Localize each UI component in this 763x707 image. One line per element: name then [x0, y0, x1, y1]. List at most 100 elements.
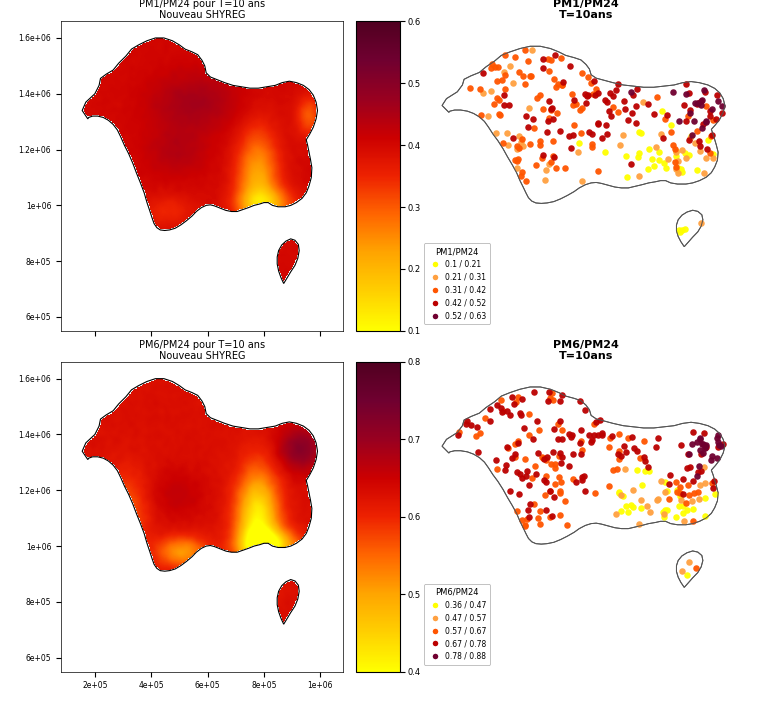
- Point: [681, 462, 693, 474]
- Point: [618, 440, 630, 451]
- Point: [530, 159, 542, 170]
- Point: [531, 416, 543, 427]
- Point: [510, 396, 523, 407]
- Point: [533, 90, 546, 101]
- Point: [546, 510, 559, 522]
- Point: [712, 441, 724, 452]
- Point: [568, 119, 580, 131]
- Point: [506, 392, 518, 403]
- Point: [562, 460, 575, 472]
- Point: [683, 448, 695, 460]
- Point: [537, 149, 549, 160]
- Point: [704, 111, 716, 122]
- Point: [691, 98, 703, 110]
- Point: [631, 83, 643, 94]
- Point: [684, 132, 697, 144]
- Point: [499, 69, 511, 81]
- Point: [575, 127, 588, 139]
- Point: [537, 103, 549, 115]
- Point: [687, 503, 700, 515]
- Point: [655, 129, 667, 140]
- Point: [530, 469, 542, 480]
- Point: [651, 92, 663, 103]
- Point: [592, 119, 604, 130]
- Point: [620, 151, 633, 162]
- Point: [546, 387, 559, 399]
- Point: [633, 151, 645, 163]
- Point: [597, 428, 609, 439]
- Point: [502, 139, 514, 151]
- Point: [587, 88, 599, 100]
- Point: [475, 109, 487, 120]
- Point: [594, 415, 606, 426]
- Point: [452, 429, 464, 440]
- Point: [578, 405, 591, 416]
- Point: [633, 519, 645, 530]
- Point: [574, 395, 586, 407]
- Point: [517, 472, 529, 484]
- Point: [592, 429, 604, 440]
- Point: [677, 501, 689, 512]
- Point: [691, 126, 703, 137]
- Point: [671, 165, 684, 176]
- Point: [511, 140, 523, 151]
- Point: [575, 436, 587, 447]
- Point: [633, 126, 645, 137]
- Point: [660, 163, 672, 174]
- Point: [564, 60, 576, 71]
- Point: [586, 141, 598, 153]
- Point: [642, 99, 655, 110]
- Point: [706, 450, 718, 462]
- Point: [522, 504, 534, 515]
- Point: [496, 74, 508, 86]
- Point: [670, 146, 682, 157]
- Point: [615, 490, 627, 501]
- Point: [561, 520, 573, 531]
- Point: [539, 504, 552, 515]
- Point: [658, 506, 670, 518]
- Point: [707, 148, 719, 160]
- Point: [610, 464, 623, 475]
- Point: [539, 174, 551, 185]
- Point: [649, 141, 662, 152]
- Point: [453, 426, 465, 438]
- Point: [706, 477, 718, 489]
- Point: [711, 433, 723, 444]
- Point: [658, 158, 670, 169]
- Point: [697, 427, 710, 438]
- Point: [599, 147, 611, 158]
- Point: [511, 162, 523, 173]
- Point: [496, 407, 508, 418]
- Point: [507, 77, 519, 88]
- Point: [631, 445, 643, 457]
- Point: [630, 100, 642, 112]
- Point: [611, 448, 623, 460]
- Point: [489, 61, 501, 72]
- Point: [663, 478, 675, 489]
- Point: [623, 114, 635, 125]
- Point: [691, 437, 703, 448]
- Point: [687, 426, 699, 437]
- Point: [639, 452, 651, 463]
- Point: [672, 163, 684, 174]
- Point: [677, 488, 689, 499]
- Point: [694, 479, 707, 490]
- Point: [563, 131, 575, 142]
- Point: [604, 105, 616, 117]
- Point: [498, 66, 510, 78]
- Point: [716, 438, 729, 450]
- Point: [540, 470, 552, 481]
- Point: [497, 100, 510, 111]
- Point: [509, 438, 521, 449]
- Point: [511, 143, 523, 154]
- Point: [677, 508, 689, 519]
- Point: [575, 471, 588, 482]
- Point: [670, 512, 682, 523]
- Point: [698, 440, 710, 451]
- Point: [657, 132, 669, 144]
- Title: PM6/PM24
T=10ans: PM6/PM24 T=10ans: [553, 339, 619, 361]
- Point: [566, 88, 578, 99]
- Point: [511, 466, 523, 477]
- Point: [648, 108, 660, 119]
- Point: [484, 416, 496, 427]
